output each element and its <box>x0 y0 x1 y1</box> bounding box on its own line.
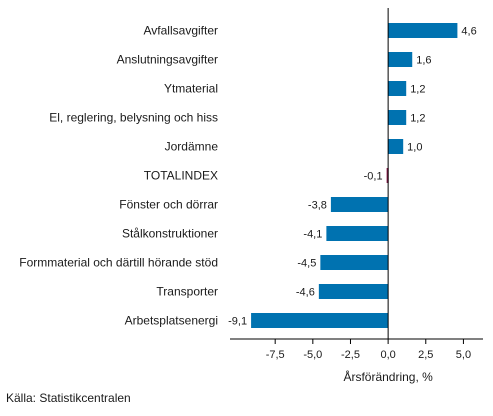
value-label-1: 1,6 <box>416 55 431 67</box>
x-axis-ticks: -7,5 -5,0 -2,5 0,0 2,5 5,0 <box>266 339 471 361</box>
category-label-0: Avfallsavgifter <box>144 24 218 38</box>
bar-9 <box>318 284 389 299</box>
category-label-8: Formmaterial och därtill hörande stöd <box>19 256 218 270</box>
bar-7 <box>326 226 389 241</box>
x-tick-label-1: -5,0 <box>303 349 322 361</box>
x-tick-label-0: -7,5 <box>266 349 285 361</box>
value-label-4: 1,0 <box>407 142 422 154</box>
value-label-8: -4,5 <box>297 258 316 270</box>
bar-1 <box>388 52 413 67</box>
value-label-2: 1,2 <box>410 84 425 96</box>
bar-6 <box>330 197 389 212</box>
category-label-7: Stålkonstruktioner <box>122 227 218 241</box>
value-label-9: -4,6 <box>296 287 315 299</box>
value-label-7: -4,1 <box>303 229 322 241</box>
value-labels: 4,6 1,6 1,2 1,2 1,0 -0,1 -3,8 -4,1 -4,5 -4,6 -9,1 <box>228 26 477 328</box>
value-label-6: -3,8 <box>308 200 327 212</box>
bar-2 <box>388 81 407 96</box>
bar-0 <box>388 23 458 38</box>
category-label-6: Fönster och dörrar <box>119 198 218 212</box>
x-tick-label-4: 2,5 <box>418 349 433 361</box>
bars-group <box>251 23 458 328</box>
bar-chart: Avfallsavgifter Anslutningsavgifter Ytmate… <box>19 8 483 384</box>
category-label-5: TOTALINDEX <box>144 169 218 183</box>
bar-4 <box>388 139 404 154</box>
source-note: Källa: Statistikcentralen <box>6 391 131 405</box>
category-labels: Avfallsavgifter Anslutningsavgifter Ytmate… <box>19 24 218 328</box>
category-label-4: Jordämne <box>165 140 219 154</box>
x-tick-label-3: 0,0 <box>380 349 395 361</box>
category-label-1: Anslutningsavgifter <box>117 53 218 67</box>
x-tick-label-5: 5,0 <box>456 349 471 361</box>
value-label-10: -9,1 <box>228 316 247 328</box>
bar-10 <box>251 313 389 328</box>
category-label-9: Transporter <box>156 285 218 299</box>
category-label-2: Ytmaterial <box>164 82 218 96</box>
bar-3 <box>388 110 407 125</box>
value-label-5: -0,1 <box>364 171 383 183</box>
category-label-10: Arbetsplatsenergi <box>125 314 218 328</box>
value-label-3: 1,2 <box>410 113 425 125</box>
x-tick-label-2: -2,5 <box>341 349 360 361</box>
category-label-3: El, reglering, belysning och hiss <box>49 111 218 125</box>
value-label-0: 4,6 <box>461 26 476 38</box>
x-axis-title: Årsförändring, % <box>343 369 433 384</box>
bar-5 <box>386 168 389 183</box>
bar-8 <box>320 255 389 270</box>
